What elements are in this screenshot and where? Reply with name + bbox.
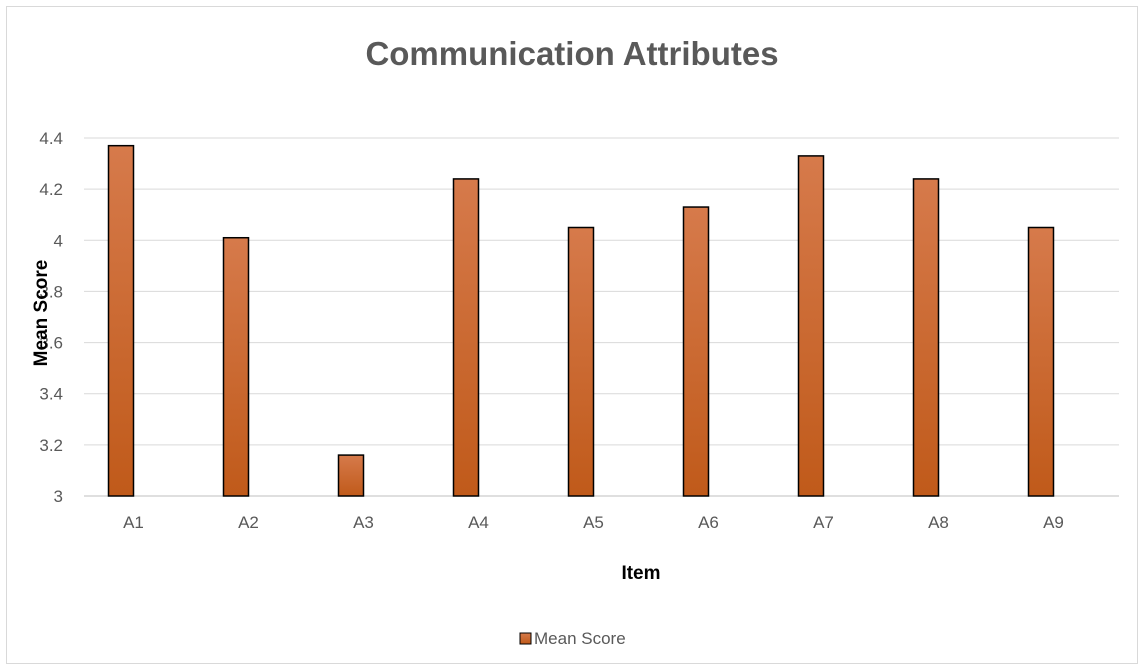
bar-a6 — [682, 206, 710, 497]
x-tick-label: A7 — [813, 513, 834, 532]
legend-swatch — [519, 632, 532, 645]
y-tick-label: 3.8 — [39, 282, 63, 301]
bar-a2 — [222, 236, 250, 497]
y-axis-title: Mean Score — [31, 260, 52, 367]
legend: Mean Score — [519, 629, 626, 648]
bars — [107, 144, 1055, 497]
bar-a5 — [567, 226, 595, 497]
bar-a3 — [337, 454, 365, 497]
chart-area: Communication Attributes 3 3.2 3.4 3.6 3.8 4 4… — [6, 6, 1138, 664]
y-tick-label: 3.6 — [39, 334, 63, 353]
x-tick-label: A9 — [1043, 513, 1064, 532]
bar-a4 — [452, 178, 480, 497]
x-tick-label: A1 — [123, 513, 144, 532]
y-tick-labels: 3 3.2 3.4 3.6 3.8 4 4.2 4.4 — [39, 129, 63, 506]
y-tick-label: 3.2 — [39, 436, 63, 455]
x-tick-label: A5 — [583, 513, 604, 532]
x-tick-labels: A1 A2 A3 A4 A5 A6 A7 A8 A9 — [123, 513, 1064, 532]
x-axis-title: Item — [621, 563, 660, 584]
x-tick-label: A8 — [928, 513, 949, 532]
x-tick-label: A2 — [238, 513, 259, 532]
y-tick-label: 4.2 — [39, 180, 63, 199]
x-tick-label: A3 — [353, 513, 374, 532]
bar-a9 — [1027, 226, 1055, 497]
bar-a8 — [912, 178, 940, 497]
x-tick-label: A6 — [698, 513, 719, 532]
y-tick-label: 4.4 — [39, 129, 63, 148]
y-tick-label: 3 — [54, 487, 63, 506]
y-tick-label: 4 — [54, 231, 63, 250]
bar-a7 — [797, 155, 825, 497]
legend-label: Mean Score — [534, 629, 626, 648]
y-tick-label: 3.4 — [39, 385, 63, 404]
gridlines — [84, 137, 1119, 497]
bar-chart: Communication Attributes 3 3.2 3.4 3.6 3.8 4 4… — [31, 35, 1119, 648]
bar-a1 — [107, 144, 135, 497]
chart-title: Communication Attributes — [365, 35, 778, 72]
x-tick-label: A4 — [468, 513, 489, 532]
